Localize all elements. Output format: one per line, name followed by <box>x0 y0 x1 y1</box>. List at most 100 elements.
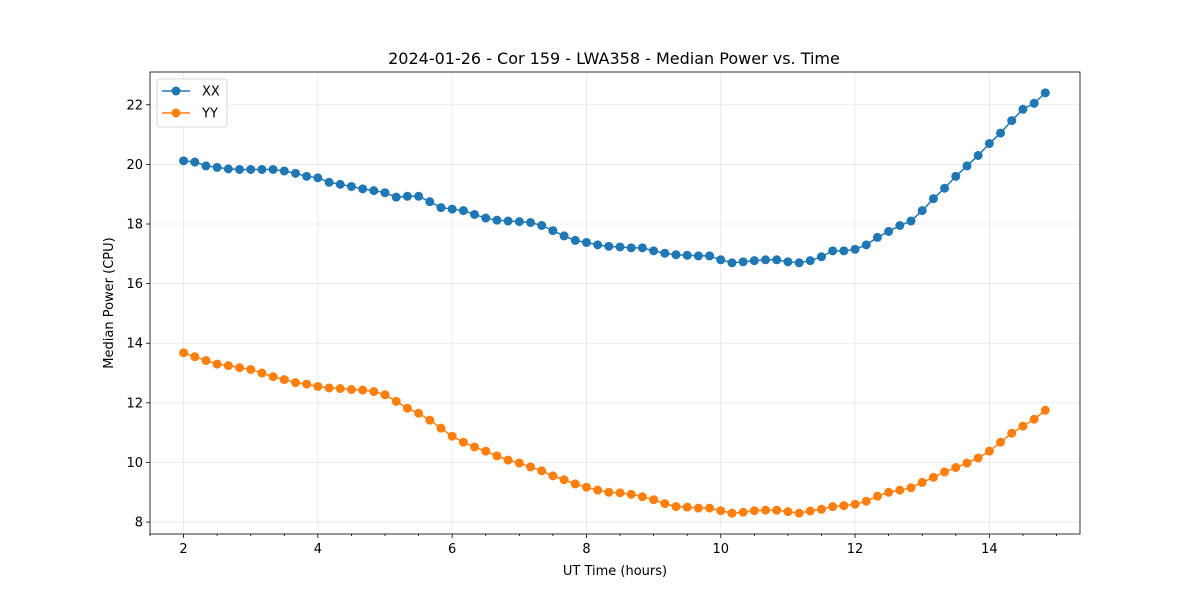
series-yy-point <box>581 482 591 492</box>
series-xx-point <box>324 177 334 187</box>
y-tick-label: 16 <box>126 277 143 292</box>
series-xx-point <box>268 164 278 174</box>
series-xx-point <box>1040 88 1050 98</box>
series-xx-point <box>794 258 804 268</box>
series-yy-point <box>615 488 625 498</box>
y-tick-label: 22 <box>126 98 143 113</box>
series-xx-point <box>984 139 994 149</box>
series-yy-point <box>749 506 759 516</box>
series-yy-point <box>503 455 513 465</box>
series-yy-point <box>514 458 524 468</box>
legend-item-yy: YY <box>162 107 218 122</box>
series-xx-point <box>637 243 647 253</box>
series-xx-point <box>335 179 345 189</box>
series-yy-point <box>872 491 882 501</box>
series-xx-point <box>1029 98 1039 108</box>
series-xx-point <box>481 213 491 223</box>
chart-title: 2024-01-26 - Cor 159 - LWA358 - Median P… <box>388 49 840 68</box>
y-tick-label: 14 <box>126 337 143 352</box>
series-xx-point <box>548 226 558 236</box>
series-xx-point <box>671 250 681 260</box>
series-yy-point <box>313 381 323 391</box>
series-xx-point <box>940 183 950 193</box>
series-xx-point <box>235 164 245 174</box>
series-yy-point <box>660 499 670 509</box>
series-yy-point <box>492 451 502 461</box>
series-xx-point <box>682 250 692 260</box>
series-xx-point <box>503 216 513 226</box>
series-xx-point <box>346 181 356 191</box>
series-yy-point <box>727 508 737 518</box>
series-yy-point <box>649 495 659 505</box>
series-xx-point <box>537 221 547 231</box>
series-yy-point <box>761 505 771 515</box>
series-yy-point <box>951 463 961 473</box>
series-xx-point <box>962 161 972 171</box>
series-yy-point <box>212 359 222 369</box>
series-yy-point <box>358 385 368 395</box>
series-xx-point <box>414 191 424 201</box>
series-xx-point <box>705 251 715 261</box>
series-xx-point <box>839 246 849 256</box>
series-xx-point <box>906 216 916 226</box>
series-yy-point <box>828 502 838 512</box>
series-xx-point <box>626 243 636 253</box>
series-yy-point <box>559 475 569 485</box>
series-yy-point <box>335 384 345 394</box>
series-yy-point <box>772 505 782 515</box>
series-xx-point <box>749 256 759 266</box>
series-xx-point <box>1007 116 1017 126</box>
series-xx-point <box>246 164 256 174</box>
series-xx-point <box>447 204 457 214</box>
series-yy-point <box>626 489 636 499</box>
series-xx-point <box>772 255 782 265</box>
legend-label-yy: YY <box>201 107 218 122</box>
series-yy-point <box>637 492 647 502</box>
x-tick-label: 6 <box>448 542 456 557</box>
y-tick-label: 18 <box>126 218 143 233</box>
series-yy-point <box>716 506 726 516</box>
x-tick-label: 10 <box>712 542 729 557</box>
series-yy-point <box>223 361 233 371</box>
x-tick-label: 12 <box>847 542 864 557</box>
series-xx-point <box>291 168 301 178</box>
series-yy-point <box>861 496 871 506</box>
series-yy-point <box>481 446 491 456</box>
series-xx-point <box>716 255 726 265</box>
series-yy-point <box>324 383 334 393</box>
series-yy-point <box>302 379 312 389</box>
series-yy-point <box>537 466 547 476</box>
x-tick-label: 14 <box>981 542 998 557</box>
series-xx-point <box>190 157 200 167</box>
series-xx-point <box>391 192 401 202</box>
series-yy-point <box>805 506 815 516</box>
series-yy-point <box>996 437 1006 447</box>
series-yy <box>179 348 1050 518</box>
series-xx-point <box>615 242 625 252</box>
series-xx-point <box>649 246 659 256</box>
series-yy-point <box>570 479 580 489</box>
series-xx-point <box>928 194 938 204</box>
series-xx-point <box>492 215 502 225</box>
series-yy-point <box>940 467 950 477</box>
series-xx-point <box>593 240 603 250</box>
series-xx-point <box>996 128 1006 138</box>
y-tick-label: 12 <box>126 396 143 411</box>
series-xx-point <box>816 252 826 262</box>
y-tick-label: 8 <box>135 516 143 531</box>
series-xx-point <box>559 231 569 241</box>
y-axis-label: Median Power (CPU) <box>102 237 117 368</box>
legend-marker-xx <box>171 86 181 96</box>
series-yy-point <box>279 375 289 385</box>
legend-label-xx: XX <box>202 85 220 100</box>
series-xx-point <box>973 150 983 160</box>
series-xx <box>179 88 1050 268</box>
plot-frame <box>149 71 1081 535</box>
series-xx-point <box>358 184 368 194</box>
series-yy-point <box>268 372 278 382</box>
series-yy-point <box>962 458 972 468</box>
legend: XX YY <box>156 78 228 128</box>
series-yy-point <box>839 501 849 511</box>
series-xx-point <box>526 218 536 228</box>
series-xx-point <box>861 240 871 250</box>
